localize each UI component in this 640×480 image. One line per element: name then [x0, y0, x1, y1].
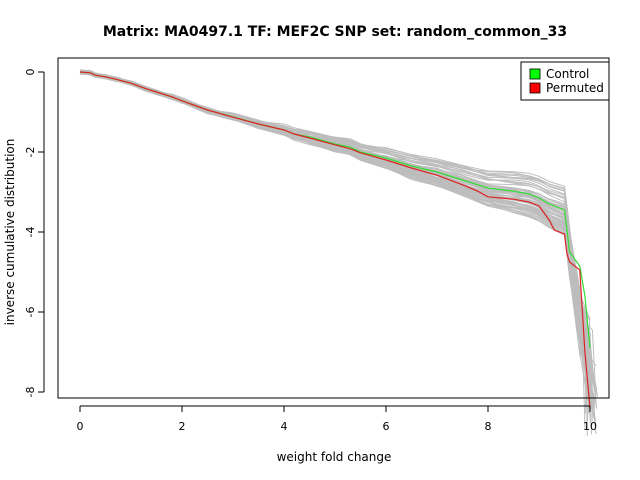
permutation-line [79, 72, 594, 408]
permutation-line [79, 71, 597, 435]
permutation-line [79, 71, 597, 400]
series-layer [79, 71, 591, 409]
permutation-line [79, 73, 597, 367]
chart-title: Matrix: MA0497.1 TF: MEF2C SNP set: rand… [103, 24, 567, 40]
permutation-background-lines [79, 69, 598, 436]
permutation-line [79, 71, 591, 389]
permutation-line [79, 71, 591, 416]
permutation-line [79, 72, 591, 414]
legend-swatch [529, 82, 541, 94]
legend-box [520, 61, 610, 101]
permutation-line [79, 70, 587, 398]
permutation-line [79, 69, 591, 386]
x-tick-label: 6 [383, 420, 390, 433]
permutation-line [79, 72, 589, 383]
permutation-line [79, 71, 591, 400]
x-axis-label: weight fold change [277, 450, 392, 464]
permutation-line [79, 71, 591, 377]
permutation-line [79, 73, 594, 401]
permutation-line [79, 70, 596, 397]
permutation-line [80, 73, 594, 373]
permutation-line [79, 71, 598, 390]
y-tick-label: -6 [24, 307, 37, 318]
permutation-line [79, 69, 593, 422]
permutation-line [79, 72, 588, 396]
permutation-line [79, 72, 596, 402]
permutation-line [79, 70, 598, 409]
permutation-line [79, 71, 593, 406]
permutation-line [79, 73, 591, 377]
axes: 0 2 4 6 8 10 0 -2 -4 -6 -8 [24, 69, 597, 434]
permutation-line [79, 72, 590, 407]
y-tick-label: -4 [24, 227, 37, 238]
permutation-line [79, 71, 587, 397]
permutation-line [79, 71, 593, 435]
y-axis-label: inverse cumulative distribution [3, 139, 17, 326]
x-tick-label: 8 [485, 420, 492, 433]
y-tick-label: -2 [24, 147, 37, 158]
permutation-line [79, 73, 590, 385]
permutation-line [79, 71, 592, 410]
permutation-line [79, 71, 596, 394]
permutation-line [79, 71, 591, 422]
permutation-line [79, 71, 593, 406]
legend-label: Permuted [546, 81, 604, 95]
permutation-line [79, 73, 590, 387]
x-tick-label: 2 [179, 420, 186, 433]
permutation-line [79, 70, 597, 426]
permutation-line [79, 72, 593, 378]
permutation-line [79, 71, 592, 423]
permutation-line [79, 71, 589, 382]
permutation-line [79, 72, 593, 407]
legend-swatch [529, 68, 541, 80]
permutation-line [79, 70, 594, 419]
permutation-line [79, 71, 590, 415]
permutation-line [79, 71, 590, 390]
series-line-permuted [79, 71, 591, 409]
permutation-line [79, 70, 590, 405]
permutation-line [79, 71, 592, 391]
permutation-line [79, 71, 588, 389]
y-tick-label: 0 [24, 69, 37, 76]
legend-label: Control [546, 67, 589, 81]
permutation-line [79, 71, 586, 430]
permutation-line [79, 72, 590, 374]
x-tick-label: 10 [583, 420, 597, 433]
permutation-line [79, 71, 594, 393]
permutation-line [79, 70, 593, 397]
permutation-line [79, 71, 592, 367]
permutation-line [79, 71, 588, 436]
permutation-line [79, 71, 592, 382]
permutation-line [79, 69, 588, 378]
permutation-line [79, 71, 595, 390]
permutation-line [79, 70, 598, 395]
y-tick-label: -8 [24, 387, 37, 398]
permutation-line [79, 69, 598, 397]
permutation-line [79, 73, 596, 408]
permutation-line [79, 71, 589, 385]
x-tick-label: 0 [77, 420, 84, 433]
plot-area-frame [57, 57, 610, 399]
permutation-line [79, 72, 587, 374]
permutation-line [79, 70, 594, 383]
permutation-line [79, 72, 597, 405]
x-tick-label: 4 [281, 420, 288, 433]
permutation-line [79, 71, 594, 401]
permutation-line [79, 71, 590, 392]
